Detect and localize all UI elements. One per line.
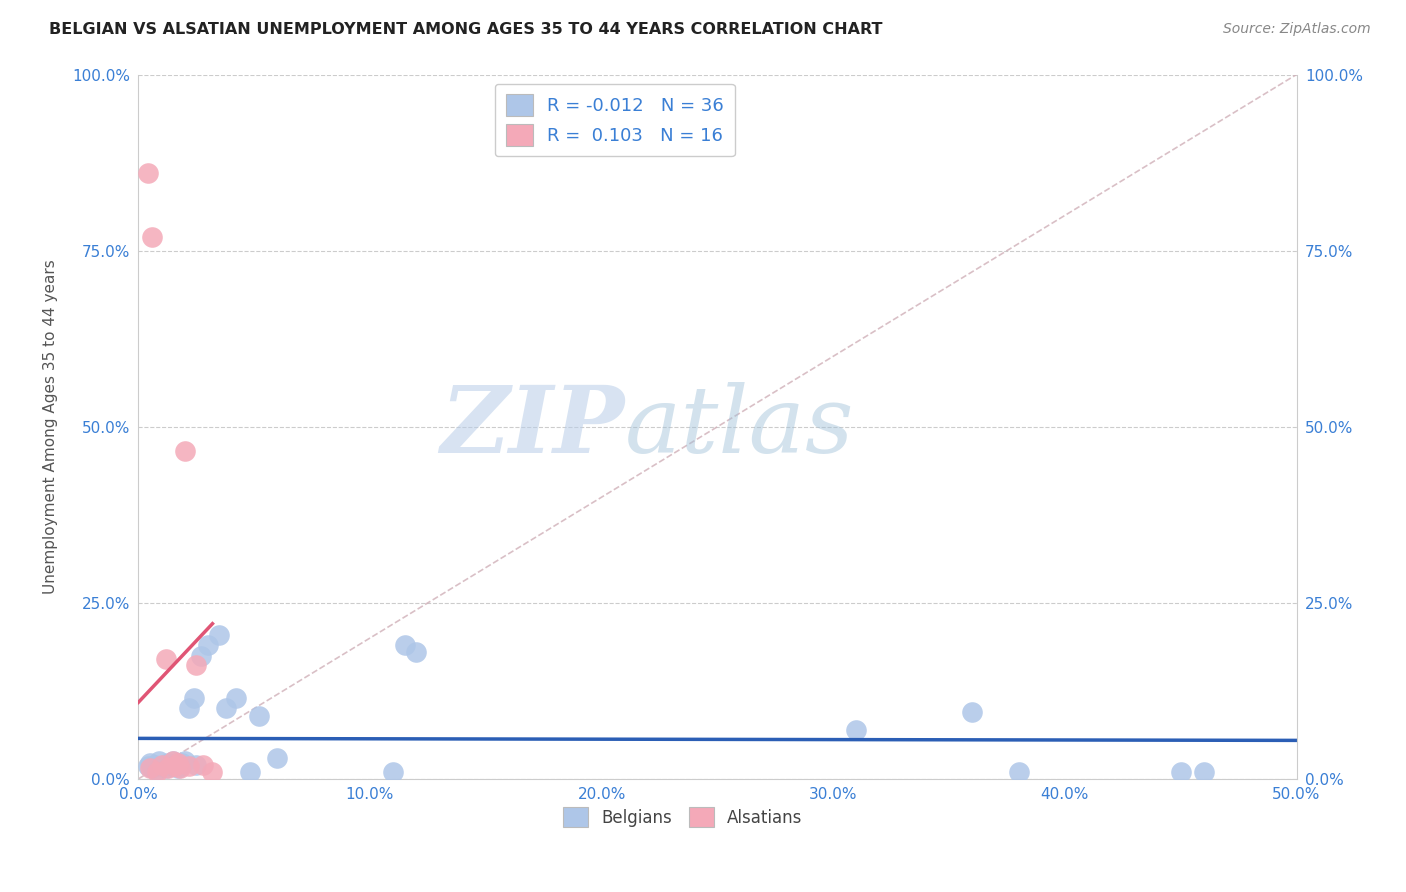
Point: [157, 756, 180, 771]
Point: [405, 645, 427, 659]
Point: [143, 757, 166, 772]
Point: [153, 757, 176, 772]
Text: ZIP: ZIP: [440, 382, 624, 472]
Point: [165, 757, 187, 772]
Point: [1192, 764, 1215, 779]
Point: [394, 638, 416, 652]
Point: [179, 701, 201, 715]
Point: [162, 754, 184, 768]
Point: [201, 764, 224, 779]
Point: [193, 757, 215, 772]
Point: [183, 690, 205, 705]
Point: [166, 756, 188, 771]
Point: [165, 759, 187, 773]
Point: [962, 705, 984, 719]
Legend: Belgians, Alsatians: Belgians, Alsatians: [557, 800, 808, 834]
Point: [382, 764, 405, 779]
Point: [141, 761, 163, 775]
Y-axis label: Unemployment Among Ages 35 to 44 years: Unemployment Among Ages 35 to 44 years: [44, 260, 58, 594]
Point: [169, 761, 191, 775]
Point: [179, 759, 201, 773]
Point: [197, 638, 219, 652]
Point: [238, 764, 260, 779]
Point: [162, 754, 184, 768]
Point: [157, 761, 180, 775]
Point: [208, 627, 231, 641]
Point: [159, 759, 181, 773]
Point: [146, 764, 169, 779]
Point: [1007, 764, 1029, 779]
Point: [247, 708, 270, 723]
Point: [186, 757, 208, 772]
Text: atlas: atlas: [624, 382, 855, 472]
Text: BELGIAN VS ALSATIAN UNEMPLOYMENT AMONG AGES 35 TO 44 YEARS CORRELATION CHART: BELGIAN VS ALSATIAN UNEMPLOYMENT AMONG A…: [49, 22, 883, 37]
Point: [139, 756, 162, 771]
Point: [169, 759, 191, 773]
Point: [136, 166, 159, 180]
Point: [845, 723, 868, 737]
Point: [146, 764, 169, 778]
Point: [166, 761, 188, 775]
Point: [155, 761, 177, 775]
Point: [148, 754, 170, 768]
Point: [150, 757, 173, 772]
Text: Source: ZipAtlas.com: Source: ZipAtlas.com: [1223, 22, 1371, 37]
Point: [215, 701, 238, 715]
Point: [139, 761, 162, 775]
Point: [173, 754, 195, 768]
Point: [136, 759, 159, 773]
Point: [141, 229, 163, 244]
Point: [150, 759, 173, 773]
Point: [1170, 764, 1192, 779]
Point: [225, 690, 247, 705]
Point: [172, 756, 194, 771]
Point: [186, 657, 208, 672]
Point: [266, 751, 288, 765]
Point: [190, 648, 212, 663]
Point: [173, 444, 195, 458]
Point: [155, 652, 177, 666]
